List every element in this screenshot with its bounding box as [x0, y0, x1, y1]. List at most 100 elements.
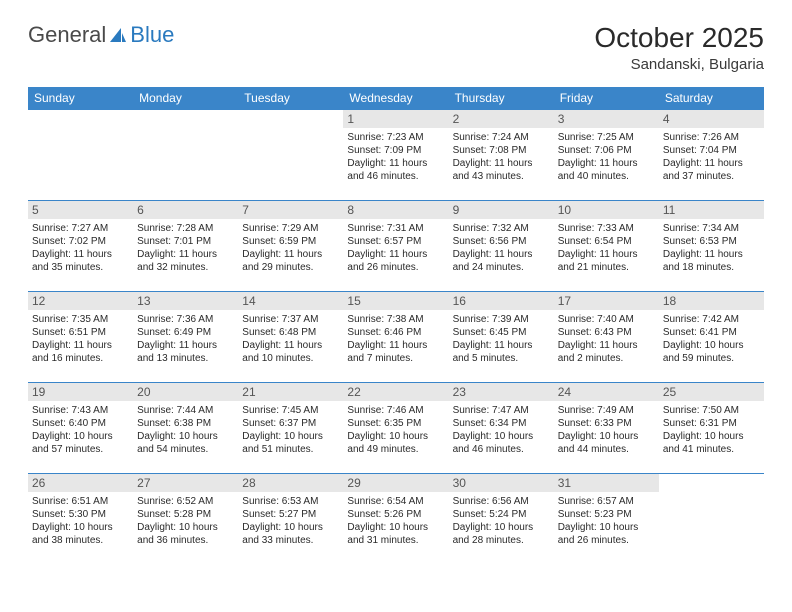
sunset: Sunset: 7:01 PM: [137, 235, 234, 248]
calendar-cell: 4Sunrise: 7:26 AMSunset: 7:04 PMDaylight…: [659, 110, 764, 201]
day-info: Sunrise: 7:45 AMSunset: 6:37 PMDaylight:…: [242, 404, 339, 456]
sunrise: Sunrise: 7:33 AM: [558, 222, 655, 235]
calendar-cell: 15Sunrise: 7:38 AMSunset: 6:46 PMDayligh…: [343, 292, 448, 383]
weekday-header: Saturday: [659, 87, 764, 110]
daylight: Daylight: 11 hours and 10 minutes.: [242, 339, 339, 365]
day-number: 26: [28, 474, 133, 492]
daylight: Daylight: 11 hours and 40 minutes.: [558, 157, 655, 183]
sunrise: Sunrise: 7:34 AM: [663, 222, 760, 235]
sunset: Sunset: 6:53 PM: [663, 235, 760, 248]
sunset: Sunset: 5:23 PM: [558, 508, 655, 521]
day-info: Sunrise: 7:35 AMSunset: 6:51 PMDaylight:…: [32, 313, 129, 365]
sunset: Sunset: 6:35 PM: [347, 417, 444, 430]
sunset: Sunset: 6:49 PM: [137, 326, 234, 339]
weekday-header-row: SundayMondayTuesdayWednesdayThursdayFrid…: [28, 87, 764, 110]
day-info: Sunrise: 7:49 AMSunset: 6:33 PMDaylight:…: [558, 404, 655, 456]
sunrise: Sunrise: 7:27 AM: [32, 222, 129, 235]
day-number: 7: [238, 201, 343, 219]
calendar-cell: 24 Sunrise: 7:49 AMSunset: 6:33 PMDayligh…: [554, 383, 659, 474]
daylight: Daylight: 10 hours and 49 minutes.: [347, 430, 444, 456]
sunrise: Sunrise: 7:23 AM: [347, 131, 444, 144]
day-info: Sunrise: 7:28 AMSunset: 7:01 PMDaylight:…: [137, 222, 234, 274]
day-info: Sunrise: 7:33 AMSunset: 6:54 PMDaylight:…: [558, 222, 655, 274]
header: General Blue October 2025 Sandanski, Bul…: [28, 22, 764, 73]
day-info: Sunrise: 7:25 AMSunset: 7:06 PMDaylight:…: [558, 131, 655, 183]
sunset: Sunset: 7:06 PM: [558, 144, 655, 157]
calendar-cell: 17Sunrise: 7:40 AMSunset: 6:43 PMDayligh…: [554, 292, 659, 383]
calendar-cell: 25 Sunrise: 7:50 AMSunset: 6:31 PMDayligh…: [659, 383, 764, 474]
day-number: 31: [554, 474, 659, 492]
sunrise: Sunrise: 7:35 AM: [32, 313, 129, 326]
calendar-cell: 20Sunrise: 7:44 AMSunset: 6:38 PMDayligh…: [133, 383, 238, 474]
logo: General Blue: [28, 22, 174, 48]
calendar-cell: 30Sunrise: 6:56 AMSunset: 5:24 PMDayligh…: [449, 474, 554, 565]
day-number: 25: [659, 383, 764, 401]
daylight: Daylight: 10 hours and 36 minutes.: [137, 521, 234, 547]
calendar-cell: [28, 110, 133, 201]
daylight: Daylight: 11 hours and 16 minutes.: [32, 339, 129, 365]
sunset: Sunset: 6:46 PM: [347, 326, 444, 339]
calendar-row: 1Sunrise: 7:23 AMSunset: 7:09 PMDaylight…: [28, 110, 764, 201]
day-number: 14: [238, 292, 343, 310]
daylight: Daylight: 10 hours and 59 minutes.: [663, 339, 760, 365]
sunset: Sunset: 6:31 PM: [663, 417, 760, 430]
day-number: 11: [659, 201, 764, 219]
calendar-cell: 5Sunrise: 7:27 AMSunset: 7:02 PMDaylight…: [28, 201, 133, 292]
day-number: 4: [659, 110, 764, 128]
sunrise: Sunrise: 7:45 AM: [242, 404, 339, 417]
daylight: Daylight: 10 hours and 57 minutes.: [32, 430, 129, 456]
calendar-cell: 21Sunrise: 7:45 AMSunset: 6:37 PMDayligh…: [238, 383, 343, 474]
daylight: Daylight: 11 hours and 7 minutes.: [347, 339, 444, 365]
calendar-cell: 1Sunrise: 7:23 AMSunset: 7:09 PMDaylight…: [343, 110, 448, 201]
day-info: Sunrise: 6:57 AMSunset: 5:23 PMDaylight:…: [558, 495, 655, 547]
daylight: Daylight: 11 hours and 2 minutes.: [558, 339, 655, 365]
sunrise: Sunrise: 6:56 AM: [453, 495, 550, 508]
sunrise: Sunrise: 7:50 AM: [663, 404, 760, 417]
day-number: 24: [554, 383, 659, 401]
day-info: Sunrise: 7:43 AMSunset: 6:40 PMDaylight:…: [32, 404, 129, 456]
daylight: Daylight: 10 hours and 54 minutes.: [137, 430, 234, 456]
sunset: Sunset: 6:56 PM: [453, 235, 550, 248]
logo-sail-icon: [109, 27, 127, 43]
day-number: 15: [343, 292, 448, 310]
sunset: Sunset: 6:51 PM: [32, 326, 129, 339]
day-number: 23: [449, 383, 554, 401]
calendar-cell: 26Sunrise: 6:51 AMSunset: 5:30 PMDayligh…: [28, 474, 133, 565]
calendar-row: 5Sunrise: 7:27 AMSunset: 7:02 PMDaylight…: [28, 201, 764, 292]
sunset: Sunset: 6:34 PM: [453, 417, 550, 430]
sunset: Sunset: 6:37 PM: [242, 417, 339, 430]
day-info: Sunrise: 7:50 AMSunset: 6:31 PMDaylight:…: [663, 404, 760, 456]
sunset: Sunset: 6:54 PM: [558, 235, 655, 248]
weekday-header: Sunday: [28, 87, 133, 110]
calendar-cell: 6 Sunrise: 7:28 AMSunset: 7:01 PMDaylight…: [133, 201, 238, 292]
sunset: Sunset: 7:02 PM: [32, 235, 129, 248]
day-number: 6: [133, 201, 238, 219]
sunrise: Sunrise: 6:54 AM: [347, 495, 444, 508]
calendar-cell: [133, 110, 238, 201]
calendar-cell: 27Sunrise: 6:52 AMSunset: 5:28 PMDayligh…: [133, 474, 238, 565]
day-info: Sunrise: 6:54 AMSunset: 5:26 PMDaylight:…: [347, 495, 444, 547]
sunset: Sunset: 6:40 PM: [32, 417, 129, 430]
day-number: 8: [343, 201, 448, 219]
calendar-cell: 22Sunrise: 7:46 AMSunset: 6:35 PMDayligh…: [343, 383, 448, 474]
daylight: Daylight: 10 hours and 33 minutes.: [242, 521, 339, 547]
day-info: Sunrise: 7:34 AMSunset: 6:53 PMDaylight:…: [663, 222, 760, 274]
calendar-cell: 29Sunrise: 6:54 AMSunset: 5:26 PMDayligh…: [343, 474, 448, 565]
calendar-cell: 13Sunrise: 7:36 AMSunset: 6:49 PMDayligh…: [133, 292, 238, 383]
sunset: Sunset: 6:48 PM: [242, 326, 339, 339]
daylight: Daylight: 11 hours and 43 minutes.: [453, 157, 550, 183]
day-number: 2: [449, 110, 554, 128]
day-info: Sunrise: 6:53 AMSunset: 5:27 PMDaylight:…: [242, 495, 339, 547]
day-number: 28: [238, 474, 343, 492]
daylight: Daylight: 11 hours and 21 minutes.: [558, 248, 655, 274]
calendar-cell: 31 Sunrise: 6:57 AMSunset: 5:23 PMDayligh…: [554, 474, 659, 565]
calendar-cell: 9Sunrise: 7:32 AMSunset: 6:56 PMDaylight…: [449, 201, 554, 292]
sunrise: Sunrise: 7:37 AM: [242, 313, 339, 326]
day-info: Sunrise: 7:40 AMSunset: 6:43 PMDaylight:…: [558, 313, 655, 365]
calendar-cell: [659, 474, 764, 565]
calendar-cell: 16Sunrise: 7:39 AMSunset: 6:45 PMDayligh…: [449, 292, 554, 383]
day-number: 13: [133, 292, 238, 310]
day-info: Sunrise: 7:29 AMSunset: 6:59 PMDaylight:…: [242, 222, 339, 274]
sunrise: Sunrise: 7:40 AM: [558, 313, 655, 326]
sunset: Sunset: 7:08 PM: [453, 144, 550, 157]
